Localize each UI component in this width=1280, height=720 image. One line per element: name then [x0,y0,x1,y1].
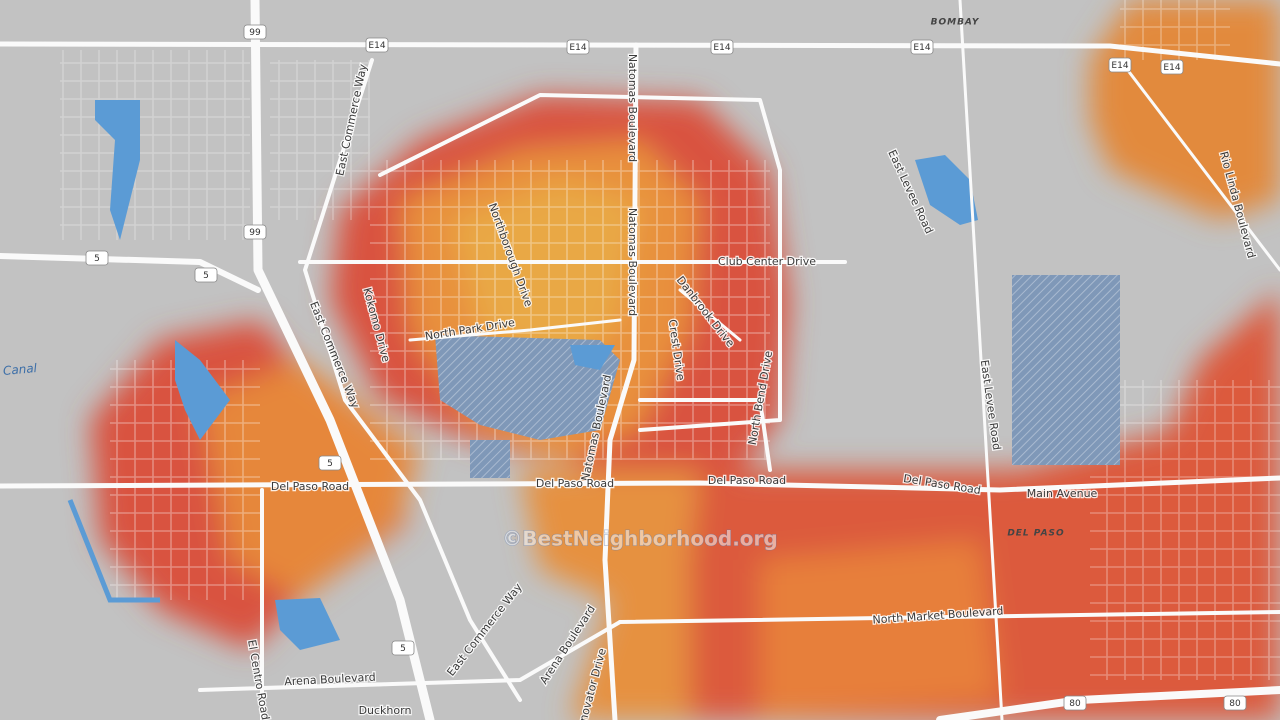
road-label: El Centro Road [245,639,272,720]
shield-label: E14 [1163,63,1180,73]
street-grid [270,60,370,220]
road [0,253,261,293]
route-shield: 5 [194,267,218,283]
route-shield: 5 [85,250,109,266]
shield-label: 80 [1229,699,1241,709]
place-label: BOMBAY [931,18,980,28]
shield-box [710,39,734,55]
lake [570,345,615,370]
route-shield: E14 [365,37,389,53]
route-shield: E14 [1108,57,1132,73]
shield-label: E14 [713,43,730,53]
road-label: Natomas Boulevard [626,54,639,162]
street-grid [60,50,250,240]
road [618,610,1280,624]
shield-box [365,37,389,53]
shield-box [243,224,267,240]
shield-box [566,39,590,55]
shield-label: E14 [913,43,930,53]
road [303,58,522,702]
lake [915,155,978,225]
shield-label: 5 [327,459,333,469]
road-label: Arena Boulevard [284,671,376,689]
shield-label: 80 [1069,699,1081,709]
shield-label: 99 [249,28,261,38]
street-grid [1090,380,1280,680]
road [378,93,782,472]
road [0,475,1280,493]
route-shield: 80 [1063,695,1087,711]
road [1118,58,1280,272]
route-shield: E14 [566,39,590,55]
route-shield: E14 [1160,59,1184,75]
shield-label: E14 [1111,61,1128,71]
lake [275,598,340,650]
route-shield: 99 [243,224,267,240]
route-shield: 5 [318,455,342,471]
shield-box [85,250,109,266]
shield-box [1160,59,1184,75]
road-label: Del Paso Road [708,474,786,487]
shield-box [1063,695,1087,711]
route-shield: E14 [910,39,934,55]
shield-box [1223,695,1247,711]
route-shield: 99 [243,24,267,40]
road [250,0,435,720]
shield-label: E14 [569,43,586,53]
shield-label: 99 [249,228,261,238]
route-shield: 80 [1223,695,1247,711]
lake [175,340,230,440]
route-shield: 5 [391,640,415,656]
road-label: Club Center Drive [718,255,816,268]
shield-label: 5 [94,254,100,264]
parks-and-water [67,100,1120,650]
lake [95,100,140,240]
road [958,0,1004,720]
shield-box [318,455,342,471]
shield-box [194,267,218,283]
road-label: Del Paso Road [536,477,614,490]
place-label: DEL PASO [1007,529,1064,539]
water-label: Canal [2,361,38,378]
road-label: East Commerce Way [444,580,525,678]
shield-box [910,39,934,55]
shield-box [391,640,415,656]
shield-label: 5 [203,271,209,281]
heat-area [760,540,1000,720]
park [435,335,620,440]
road [602,42,639,720]
road-label: Duckhorn [359,704,412,717]
route-shield: E14 [710,39,734,55]
road-label: Del Paso Road [271,480,349,493]
canal [67,499,160,603]
shield-label: E14 [368,41,385,51]
road-label: Natomas Boulevard [626,208,639,316]
road-label: East Levee Road [978,359,1004,451]
shield-label: 5 [400,644,406,654]
shield-box [1108,57,1132,73]
shield-box [243,24,267,40]
road-label: Main Avenue [1027,487,1098,500]
park [470,440,510,478]
road [198,620,622,692]
park [1012,275,1120,465]
watermark: ©BestNeighborhood.org [502,527,777,551]
road [408,288,742,342]
